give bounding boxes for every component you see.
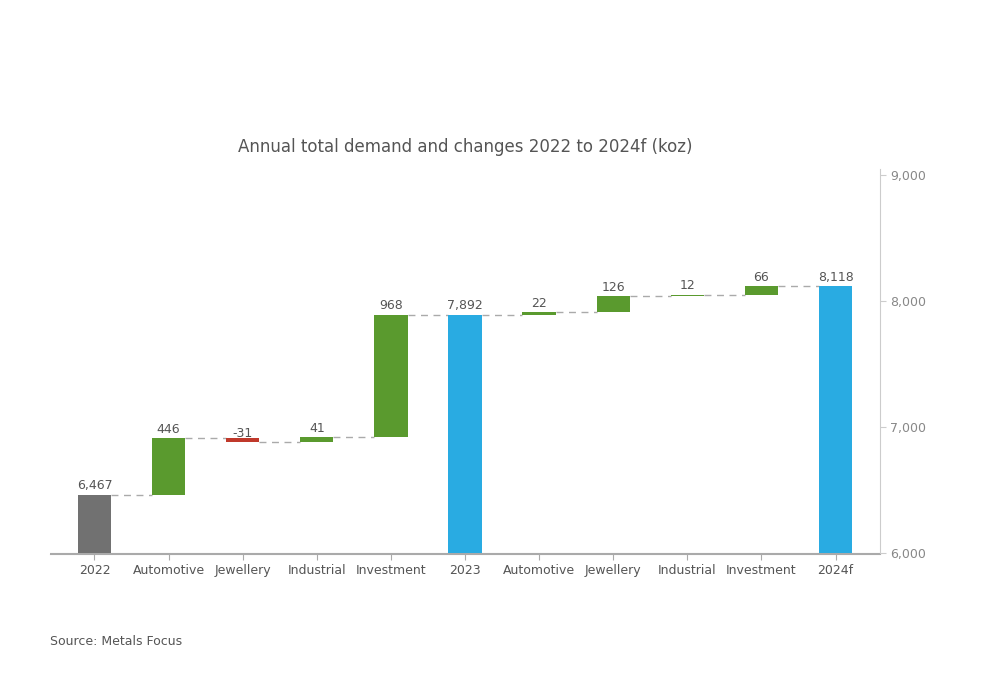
Bar [300,437,333,442]
Text: 126: 126 [601,281,625,294]
Text: 446: 446 [157,423,180,436]
Text: 7,892: 7,892 [447,299,483,313]
Text: Source: Metals Focus: Source: Metals Focus [50,635,182,648]
Bar [819,286,852,554]
Bar [78,495,111,554]
Bar [597,296,630,312]
Bar [522,312,556,315]
Bar [745,286,778,295]
Title: Annual total demand and changes 2022 to 2024f (koz): Annual total demand and changes 2022 to … [238,138,692,156]
Bar [226,438,259,442]
Text: 6,467: 6,467 [77,479,112,492]
Bar [448,315,482,554]
Bar [374,315,408,437]
Text: 12: 12 [679,279,695,292]
Bar [671,295,704,296]
Text: 41: 41 [309,422,325,435]
Text: 968: 968 [379,300,403,313]
Text: -31: -31 [233,427,253,439]
Bar [152,438,185,495]
Text: 66: 66 [754,271,769,284]
Text: 8,118: 8,118 [818,271,853,284]
Text: 22: 22 [531,296,547,310]
